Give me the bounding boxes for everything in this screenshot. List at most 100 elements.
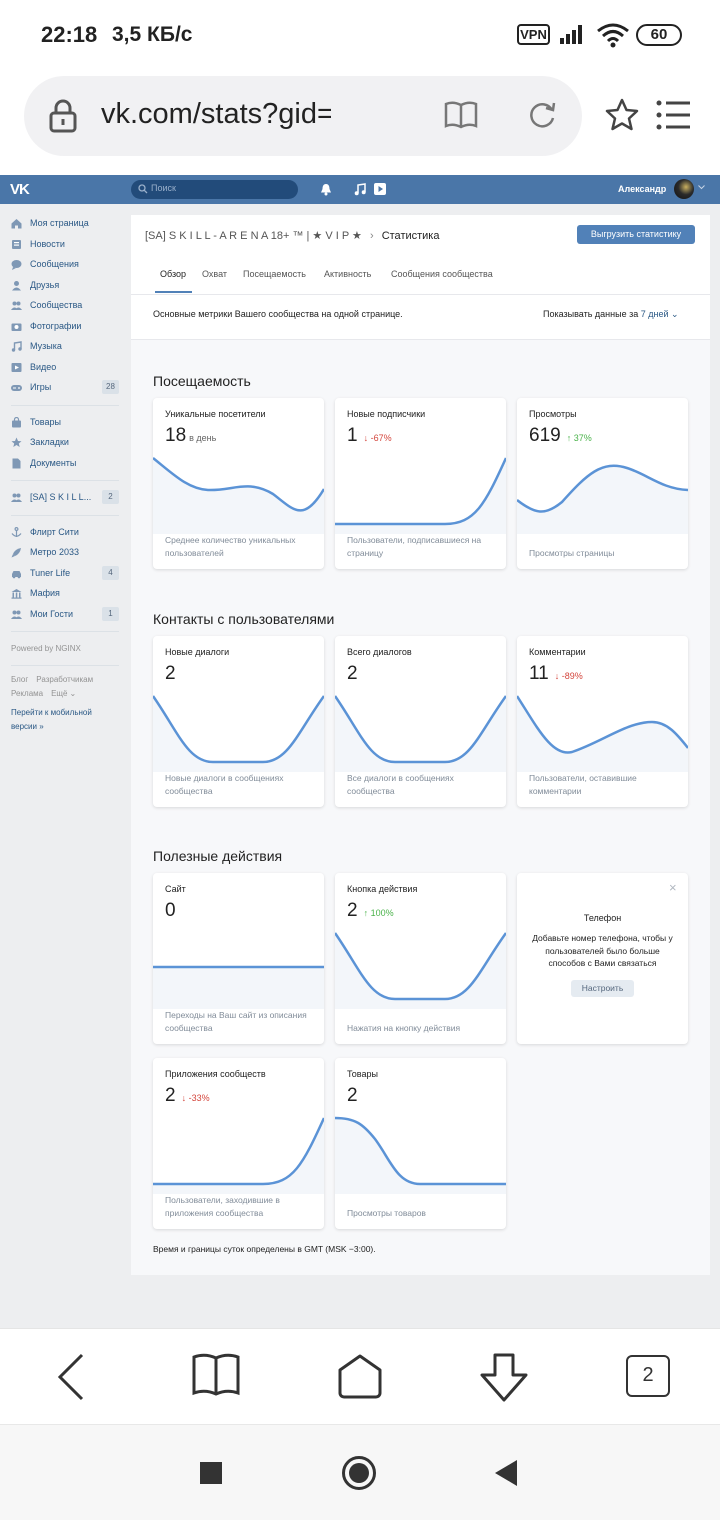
card-description: Пользователи, подписавшиеся на страницу: [347, 535, 482, 558]
card-comments[interactable]: Комментарии 11 ↓ -89% Пользователи, остав…: [517, 636, 688, 807]
home-icon[interactable]: [336, 1353, 384, 1401]
avatar[interactable]: [674, 179, 694, 199]
arrow-up-icon: ↑ 37%: [566, 433, 592, 443]
bell-icon[interactable]: [320, 183, 332, 196]
menu-item-counter: 4: [102, 565, 119, 580]
menu-item-guests[interactable]: Мои Гости 1: [0, 605, 125, 626]
vpn-icon: VPN: [517, 24, 550, 45]
menu-item-star[interactable]: Закладки: [0, 433, 125, 454]
tab-attendance[interactable]: Посещаемость: [243, 269, 306, 279]
menu-item-document[interactable]: Документы: [0, 454, 125, 475]
menu-item-camera[interactable]: Фотографии: [0, 317, 125, 338]
card-title: Уникальные посетители: [165, 409, 266, 419]
search-input[interactable]: Поиск: [131, 180, 298, 199]
card-site[interactable]: Сайт 0 Переходы на Ваш сайт из описания …: [153, 873, 324, 1044]
menu-item-home[interactable]: Моя страница: [0, 214, 125, 235]
footer-link-developers[interactable]: Разработчикам: [36, 675, 94, 684]
card-title: Кнопка действия: [347, 884, 418, 894]
menu-item-label: [SA] S K I L L...: [30, 492, 92, 502]
card-goods[interactable]: Товары 2 Просмотры товаров: [335, 1058, 506, 1229]
card-title: Новые подписчики: [347, 409, 426, 419]
menu-icon[interactable]: [656, 100, 692, 132]
card-new-dialogs[interactable]: Новые диалоги 2 Новые диалоги в сообщени…: [153, 636, 324, 807]
card-title: Просмотры: [529, 409, 577, 419]
groups-icon: [11, 493, 22, 502]
menu-item-friends[interactable]: Друзья: [0, 276, 125, 297]
breadcrumb: [SA] S K I L L - A R E N A 18+ ™ | ★ V I…: [145, 229, 439, 242]
menu-item-gamepad[interactable]: Игры 28: [0, 378, 125, 399]
address-field[interactable]: vk.com/stats?gid=74025: [24, 76, 582, 156]
tab-reach[interactable]: Охват: [202, 269, 228, 279]
menu-item-bank[interactable]: Мафия: [0, 584, 125, 605]
card-views[interactable]: Просмотры 619 ↑ 37% Просмотры страницы: [517, 398, 688, 569]
sparkline-chart: [153, 695, 324, 772]
play-icon[interactable]: [374, 183, 386, 195]
arrow-up-icon: ↑ 100%: [363, 908, 394, 918]
star-icon: [11, 437, 22, 447]
menu-item-bag[interactable]: Товары: [0, 413, 125, 434]
menu-item-car[interactable]: Tuner Life 4: [0, 564, 125, 585]
tabs-counter-button[interactable]: 2: [626, 1355, 670, 1397]
download-icon[interactable]: [478, 1353, 530, 1403]
card-action-button[interactable]: Кнопка действия 2 ↑ 100% Нажатия на кнопк…: [335, 873, 506, 1044]
mobile-version-link[interactable]: Перейти к мобильной версии »: [11, 708, 92, 731]
menu-item-news[interactable]: Новости: [0, 235, 125, 256]
menu-item-label: Игры: [30, 382, 52, 392]
tab-overview[interactable]: Обзор: [160, 269, 186, 279]
tab-community-messages[interactable]: Сообщения сообщества: [391, 269, 493, 279]
back-icon[interactable]: [56, 1353, 86, 1401]
period-value[interactable]: 7 дней: [640, 309, 669, 319]
period-selector[interactable]: Показывать данные за 7 дней ⌄: [543, 309, 679, 320]
reload-icon[interactable]: [526, 98, 558, 132]
tab-activity[interactable]: Активность: [324, 269, 372, 279]
menu-item-messages[interactable]: Сообщения: [0, 255, 125, 276]
menu-item-counter: 1: [102, 606, 119, 621]
menu-item-music[interactable]: Музыка: [0, 337, 125, 358]
card-new-subscribers[interactable]: Новые подписчики 1 ↓ -67% Пользователи, п…: [335, 398, 506, 569]
bookmarks-icon[interactable]: [192, 1353, 240, 1397]
card-total-dialogs[interactable]: Всего диалогов 2 Все диалоги в сообщения…: [335, 636, 506, 807]
footer-link-blog[interactable]: Блог: [11, 675, 29, 684]
menu-item-video[interactable]: Видео: [0, 358, 125, 379]
card-description: Пользователи, заходившие в приложения со…: [165, 1195, 280, 1218]
card-value: 2: [347, 1085, 358, 1106]
vk-logo[interactable]: VK: [10, 181, 30, 198]
url-text[interactable]: vk.com/stats?gid=74025: [101, 98, 331, 130]
menu-item-label: Новости: [30, 238, 65, 249]
status-bar: 22:18 3,5 КБ/с VPN 60: [0, 0, 720, 70]
menu-item-groups[interactable]: Сообщества: [0, 296, 125, 317]
card-description: Все диалоги в сообщениях сообщества: [347, 773, 454, 796]
music-icon: [11, 341, 22, 352]
card-unique-visitors[interactable]: Уникальные посетители 18 в день Среднее к…: [153, 398, 324, 569]
user-name[interactable]: Александр: [618, 184, 667, 194]
card-title: Новые диалоги: [165, 647, 230, 657]
bookmark-star-icon[interactable]: [604, 98, 640, 132]
configure-button[interactable]: Настроить: [571, 980, 634, 997]
footer-link-more[interactable]: Ещё ⌄: [51, 689, 77, 698]
guests-icon: [11, 610, 22, 619]
music-icon[interactable]: [354, 183, 366, 196]
menu-item-label: Документы: [30, 457, 77, 468]
menu-item-rocket[interactable]: Метро 2033: [0, 543, 125, 564]
anchor-icon: [11, 526, 22, 537]
menu-item-label: Сообщества: [30, 300, 83, 310]
card-title: Телефон: [583, 913, 622, 923]
export-stats-button[interactable]: Выгрузить статистику: [577, 225, 695, 244]
footer-link-ads[interactable]: Реклама: [11, 689, 44, 698]
menu-item-label: Сообщения: [30, 259, 79, 269]
chevron-down-icon[interactable]: ⌄: [671, 309, 679, 319]
groups-icon: [11, 301, 22, 310]
close-icon[interactable]: ×: [669, 880, 677, 895]
recents-icon[interactable]: [199, 1461, 223, 1485]
reader-mode-icon[interactable]: [444, 100, 478, 130]
back-triangle-icon[interactable]: [493, 1459, 519, 1487]
menu-item-groups[interactable]: [SA] S K I L L... 2: [0, 488, 125, 509]
wifi-icon: [597, 23, 629, 48]
chevron-down-icon[interactable]: [698, 185, 705, 190]
section-title-contacts: Контакты с пользователями: [153, 611, 335, 627]
home-circle-icon[interactable]: [341, 1455, 377, 1491]
menu-item-anchor[interactable]: Флирт Сити: [0, 523, 125, 544]
menu-item-label: Закладки: [30, 437, 69, 447]
breadcrumb-group-link[interactable]: [SA] S K I L L - A R E N A 18+ ™ | ★ V I…: [145, 230, 362, 242]
card-community-apps[interactable]: Приложения сообществ 2 ↓ -33% Пользовател…: [153, 1058, 324, 1229]
